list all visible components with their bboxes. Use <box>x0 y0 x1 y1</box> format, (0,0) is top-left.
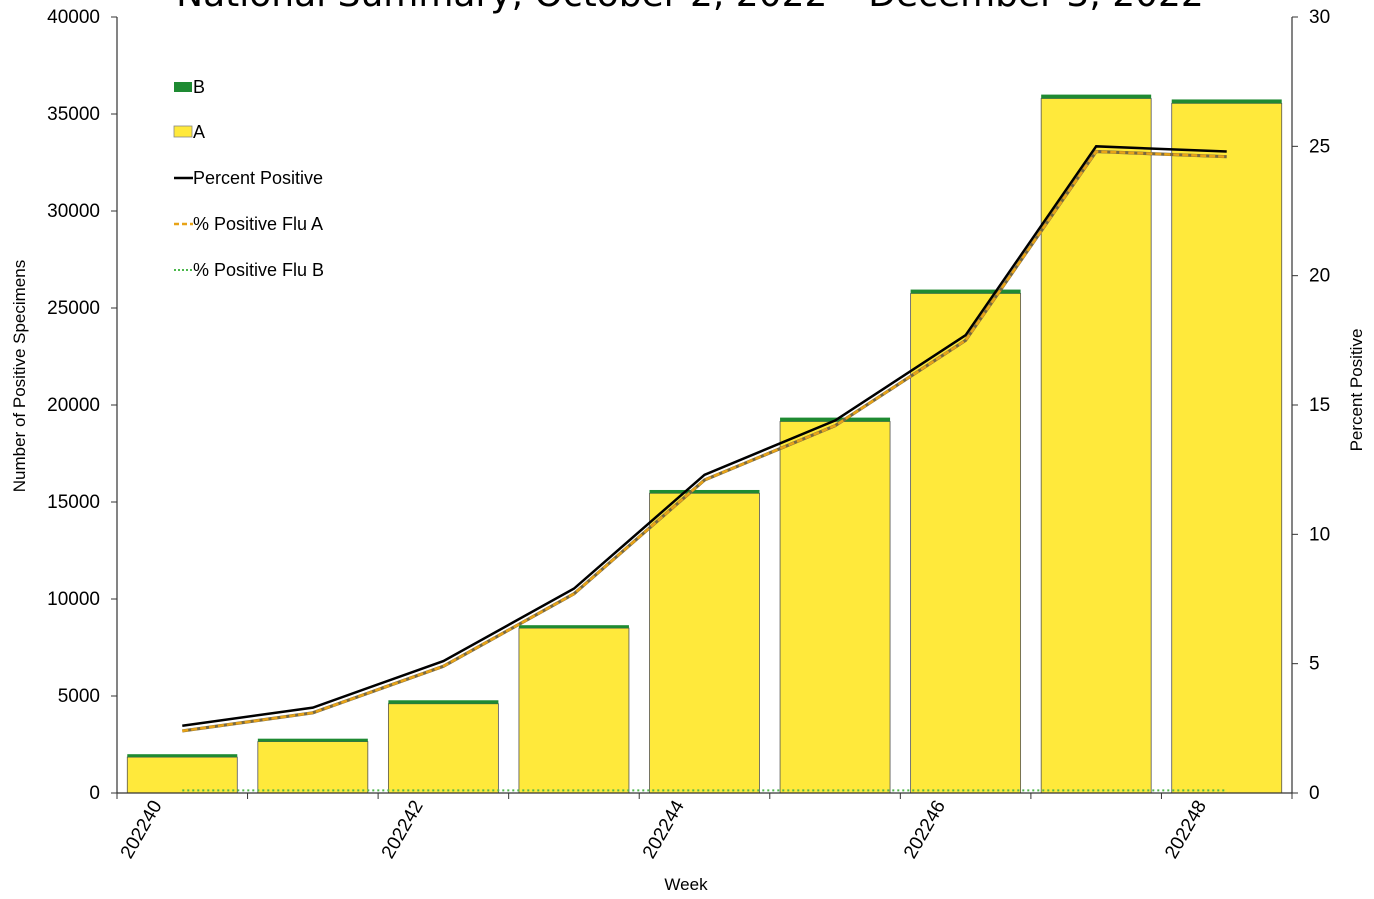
x-tick-label-202248: 202248 <box>1161 797 1211 862</box>
bar-a-202246 <box>910 293 1022 794</box>
lines-layer <box>182 145 1227 792</box>
line-percent-positive <box>182 145 1227 727</box>
y2-tick-label-5: 5 <box>1309 654 1320 675</box>
legend-label-flu-b: % Positive Flu B <box>193 260 324 280</box>
bar-b-202248 <box>1171 99 1282 104</box>
bar-a-202248 <box>1171 102 1283 794</box>
bar-b-202243 <box>518 625 629 629</box>
y2-tick-label-15: 15 <box>1309 395 1330 416</box>
legend-item-percent-positive: Percent Positive <box>174 168 323 188</box>
bar-b-202247 <box>1041 94 1152 99</box>
x-tick-label-202240: 202240 <box>117 797 167 862</box>
y-tick-label-35000: 35000 <box>47 104 100 125</box>
y-tick-label-20000: 20000 <box>47 395 100 416</box>
y-tick-label-25000: 25000 <box>47 298 100 319</box>
chart-title: National Summary, October 2, 2022 – Dece… <box>176 0 1204 15</box>
legend-item-flu-a: % Positive Flu A <box>174 214 323 234</box>
bar-b-202244 <box>649 489 760 494</box>
x-axis-label: Week <box>664 875 708 894</box>
y-axis-label: Number of Positive Specimens <box>10 260 29 492</box>
y2-tick-label-10: 10 <box>1309 524 1330 545</box>
bar-b-202241 <box>257 738 368 742</box>
bar-b-202242 <box>388 700 499 704</box>
legend-label-a: A <box>193 122 205 142</box>
bars-layer <box>126 94 1283 794</box>
bar-a-202247 <box>1040 98 1152 794</box>
bar-a-202245 <box>779 421 891 794</box>
legend-item-a: A <box>173 122 205 142</box>
y2-tick-label-0: 0 <box>1309 783 1320 804</box>
legend-label-flu-a: % Positive Flu A <box>193 214 323 234</box>
bar-a-202241 <box>257 741 369 794</box>
bar-a-202243 <box>518 627 630 794</box>
legend: B A Percent Positive % Positive Flu A % … <box>173 77 324 280</box>
legend-item-b: B <box>174 77 205 97</box>
x-tick-label-202242: 202242 <box>378 797 428 862</box>
line-flu-a-shadow <box>182 149 1227 733</box>
legend-swatch-b <box>174 82 192 92</box>
y-tick-label-40000: 40000 <box>47 7 100 28</box>
y-tick-label-10000: 10000 <box>47 589 100 610</box>
y2-tick-label-20: 20 <box>1309 266 1330 287</box>
legend-swatch-a <box>173 125 193 138</box>
y-tick-label-15000: 15000 <box>47 492 100 513</box>
y2-tick-label-30: 30 <box>1309 7 1330 28</box>
legend-item-flu-b: % Positive Flu B <box>174 260 324 280</box>
y-tick-label-5000: 5000 <box>58 686 100 707</box>
bar-b-202246 <box>910 289 1021 294</box>
x-tick-label-202246: 202246 <box>900 797 950 862</box>
bar-b-202240 <box>127 754 238 758</box>
bar-a-202240 <box>126 756 238 794</box>
legend-label-b: B <box>193 77 205 97</box>
y2-axis-label: Percent Positive <box>1347 329 1366 452</box>
y2-tick-label-25: 25 <box>1309 136 1330 157</box>
bar-a-202242 <box>387 703 499 794</box>
bar-a-202244 <box>649 492 760 794</box>
x-tick-label-202244: 202244 <box>639 797 689 863</box>
y-tick-label-0: 0 <box>89 783 100 804</box>
y-tick-label-30000: 30000 <box>47 201 100 222</box>
legend-label-percent-positive: Percent Positive <box>193 168 323 188</box>
